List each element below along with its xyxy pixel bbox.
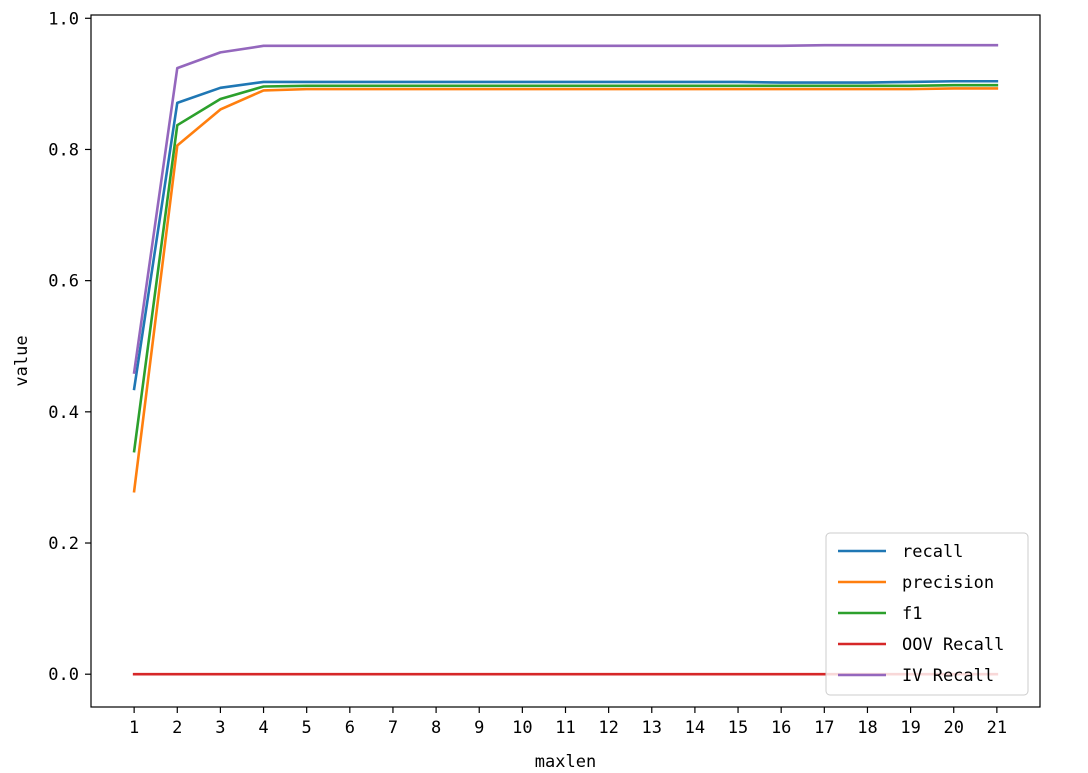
x-tick-label: 20 bbox=[943, 718, 963, 738]
x-tick-label: 4 bbox=[258, 718, 268, 738]
series-line-iv-recall bbox=[132, 43, 999, 374]
y-tick-label: 0.4 bbox=[48, 403, 79, 423]
legend-box bbox=[825, 532, 1029, 696]
y-axis: 0.0 0.2 0.4 0.6 0.8 1.0 bbox=[48, 9, 91, 685]
x-tick-label: 18 bbox=[857, 718, 877, 738]
legend-entry-label: IV Recall bbox=[902, 666, 994, 686]
x-tick-label: 11 bbox=[555, 718, 575, 738]
x-tick-label: 2 bbox=[172, 718, 182, 738]
y-axis-label: value bbox=[12, 335, 32, 386]
x-tick-label: 13 bbox=[642, 718, 662, 738]
legend-entry-label: f1 bbox=[902, 604, 922, 624]
x-tick-label: 5 bbox=[302, 718, 312, 738]
x-tick-label: 3 bbox=[215, 718, 225, 738]
x-tick-label: 6 bbox=[345, 718, 355, 738]
series-layer bbox=[132, 43, 999, 676]
x-tick-label: 8 bbox=[431, 718, 441, 738]
x-tick-label: 12 bbox=[598, 718, 618, 738]
x-tick-label: 1 bbox=[129, 718, 139, 738]
legend-entry-label: OOV Recall bbox=[902, 635, 1004, 655]
x-tick-label: 17 bbox=[814, 718, 834, 738]
x-tick-label: 10 bbox=[512, 718, 532, 738]
y-tick-label: 1.0 bbox=[48, 9, 79, 29]
x-tick-label: 9 bbox=[474, 718, 484, 738]
series-line-precision bbox=[132, 87, 999, 493]
y-tick-label: 0.0 bbox=[48, 665, 79, 685]
legend-entry-label: recall bbox=[902, 542, 963, 562]
series-line-recall bbox=[132, 79, 999, 391]
x-axis-label: maxlen bbox=[535, 752, 596, 772]
x-tick-label: 14 bbox=[685, 718, 705, 738]
x-axis: 1 2 3 4 5 6 7 8 9 10 11 12 13 14 15 16 17 18 19 20 21 bbox=[129, 707, 1007, 738]
legend-entry-label: precision bbox=[902, 573, 994, 593]
series-line-f1 bbox=[132, 83, 999, 453]
x-tick-label: 19 bbox=[900, 718, 920, 738]
x-tick-label: 21 bbox=[987, 718, 1007, 738]
x-tick-label: 15 bbox=[728, 718, 748, 738]
y-tick-label: 0.6 bbox=[48, 272, 79, 292]
x-tick-label: 7 bbox=[388, 718, 398, 738]
x-tick-label: 16 bbox=[771, 718, 791, 738]
y-tick-label: 0.2 bbox=[48, 534, 79, 554]
legend: recall precision f1 OOV Recall IV Recall bbox=[825, 532, 1029, 696]
y-tick-label: 0.8 bbox=[48, 140, 79, 160]
